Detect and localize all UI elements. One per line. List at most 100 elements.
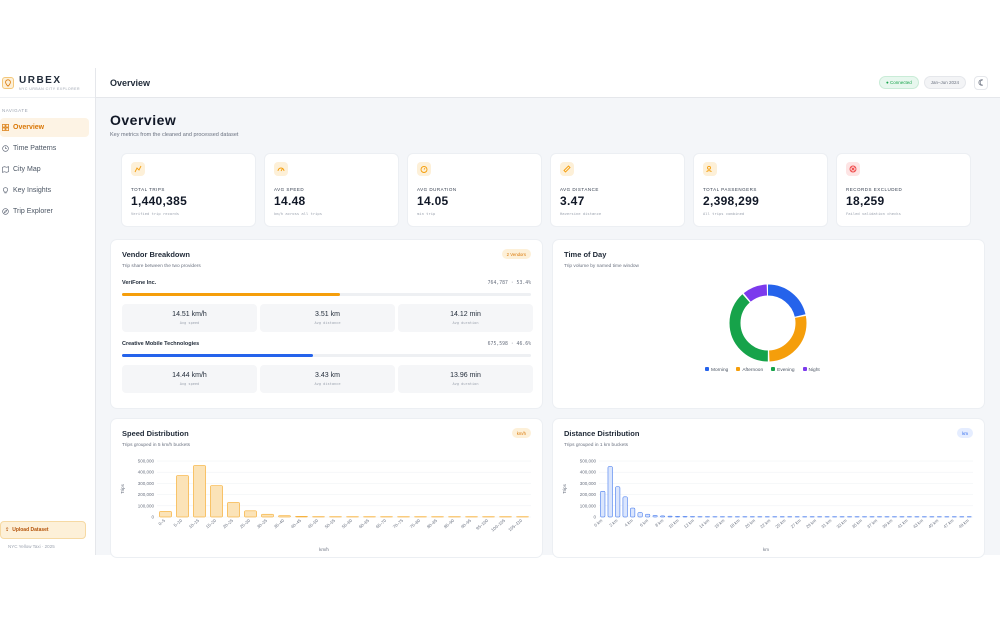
bar-2km[interactable] [615,486,621,518]
legend-swatch [802,367,807,371]
legend-label: Night [808,368,820,373]
bar-10–15[interactable] [193,465,206,518]
sidebar: URBEX NYC URBAN CITY EXPLORER NAVIGATE O… [0,68,96,555]
vendor-stats-row: 14.44 km/h Avg speed 3.43 km Avg distance … [122,365,533,393]
y-axis-label: Trips [120,483,125,494]
y-tick-label: 100,000 [138,503,155,508]
panel-title: Distance Distribution [564,429,640,438]
x-tick-label: 65–70 [375,518,388,530]
x-tick-label: 70–75 [392,518,405,530]
bar-15–20[interactable] [210,485,223,518]
bar-5km[interactable] [637,512,643,518]
vendor-share-fill [122,354,313,357]
kpi-sub: km/h across all trips [274,211,323,216]
kpi-card-avg-distance: AVG DISTANCE 3.47 Haversine distance [550,153,685,227]
vendor-stat: 3.51 km Avg distance [260,304,395,332]
panel-subtitle: Trip share between the two providers [122,264,201,269]
bar-0km[interactable] [600,490,606,518]
kpi-sub: Haversine distance [560,211,602,216]
kpi-sub: All trips combined [703,211,745,216]
bar-7km[interactable] [652,515,658,518]
vendor-count: 764,787 · 53.4% [487,281,531,286]
y-tick-label: 100,000 [580,503,597,508]
legend-item-afternoon[interactable]: Afternoon [736,367,763,373]
legend-item-evening[interactable]: Evening [771,367,795,373]
bar-30–35[interactable] [261,513,274,518]
app-shell: URBEX NYC URBAN CITY EXPLORER NAVIGATE O… [0,68,1000,558]
bar-0–5[interactable] [159,511,172,518]
bar-1km[interactable] [607,466,613,518]
x-tick-label: 2 km [608,518,619,528]
x-tick-label: 18 km [729,518,741,530]
donut-slice-morning[interactable] [729,284,807,362]
stat-value: 14.51 km/h [172,311,207,318]
page-title: Overview [110,112,177,128]
x-tick-label: 95–100 [475,518,490,531]
bar-4km[interactable] [630,507,636,518]
bar-35–40[interactable] [278,515,291,518]
stat-label: Avg speed [179,321,200,325]
distance-distribution-panel: Distance Distribution Trips grouped in 1… [552,418,985,558]
vendor-count: 675,598 · 46.6% [487,342,531,347]
speed-unit-badge: km/h [511,428,531,438]
kpi-value: 14.48 [274,194,306,208]
sidebar-item-time-patterns[interactable]: Time Patterns [0,139,89,158]
bar-10km[interactable] [675,516,681,518]
sidebar-item-trip-explorer[interactable]: Trip Explorer [0,202,89,221]
panel-title: Vendor Breakdown [122,250,190,259]
x-tick-label: 47 km [942,518,954,530]
date-range-badge[interactable]: Jan–Jun 2024 [923,76,966,89]
bar-11km[interactable] [682,516,688,518]
kpi-sub: min trip [417,211,436,216]
kpi-value: 2,398,299 [703,194,760,208]
stat-value: 14.44 km/h [172,372,207,379]
x-tick-label: 10 km [668,518,680,530]
vendor-stat: 14.51 km/h Avg speed [122,304,257,332]
vendor-stats-row: 14.51 km/h Avg speed 3.51 km Avg distance … [122,304,533,332]
stat-value: 3.51 km [315,311,340,318]
brand-name: URBEX [19,74,62,86]
y-tick-label: 300,000 [138,481,155,486]
vendor-share-bar [122,354,531,357]
donut-slice-evening[interactable] [729,284,807,362]
sidebar-item-key-insights[interactable]: Key Insights [0,181,89,200]
sidebar-footer: NYC Yellow Taxi · 2025 [8,544,55,549]
upload-icon: ⇪ [5,527,10,533]
panel-subtitle: Trips grouped in 5 km/h buckets [122,443,191,448]
panel-subtitle: Trips grouped in 1 km buckets [564,443,629,448]
bar-25–30[interactable] [244,510,257,518]
stat-label: Avg distance [314,382,341,386]
kpi-label: RECORDS EXCLUDED [846,187,903,192]
kpi-card-records-excluded: RECORDS EXCLUDED 18,259 Failed validatio… [836,153,971,227]
x-axis-label: km/h [319,547,329,552]
sidebar-item-overview[interactable]: Overview [0,118,89,137]
sidebar-item-city-map[interactable]: City Map [0,160,89,179]
bar-8km[interactable] [660,515,666,518]
x-tick-label: 0–5 [157,518,166,527]
kpi-value: 3.47 [560,194,585,208]
x-tick-label: 20–25 [222,518,235,530]
x-tick-label: 90–95 [460,518,473,530]
x-tick-label: 31 km [820,518,832,530]
x-tick-label: 30–35 [256,518,269,530]
vendor-name: Creative Mobile Technologies [122,341,200,347]
bar-5–10[interactable] [176,475,189,518]
theme-toggle-button[interactable] [974,75,988,90]
stat-label: Avg distance [314,321,341,325]
legend-item-morning[interactable]: Morning [705,367,728,373]
bar-40–45[interactable] [295,516,308,518]
upload-dataset-button[interactable]: ⇪ Upload Dataset [0,521,86,539]
x-tick-label: 20 km [744,518,756,530]
bar-9km[interactable] [667,515,673,518]
x-tick-label: 22 km [759,518,771,530]
bar-6km[interactable] [645,513,651,518]
kpi-card-total-trips: TOTAL TRIPS 1,440,385 Verified trip reco… [121,153,256,227]
x-tick-label: 35–40 [273,518,286,530]
x-tick-label: 12 km [683,518,695,530]
bar-20–25[interactable] [227,502,240,518]
donut-slice-afternoon[interactable] [729,284,807,362]
legend-item-night[interactable]: Night [802,367,820,373]
stat-label: Avg duration [452,321,479,325]
kpi-label: AVG DURATION [417,187,457,192]
bar-3km[interactable] [622,496,628,518]
